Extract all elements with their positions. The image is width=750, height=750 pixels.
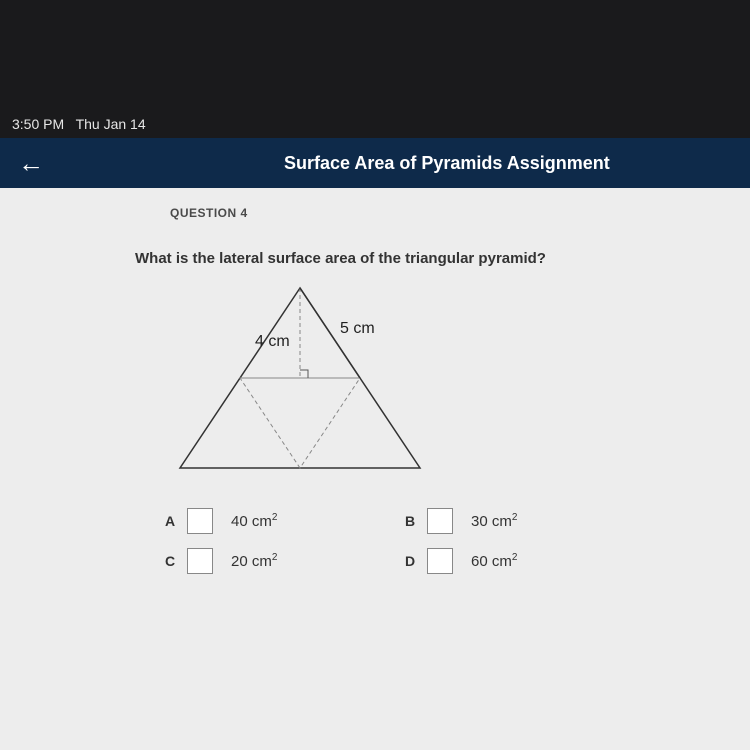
choice-letter-b: B (405, 513, 427, 529)
app-navbar: ← Surface Area of Pyramids Assignment (0, 138, 750, 188)
choice-letter-a: A (165, 513, 187, 529)
right-angle-marker (300, 370, 308, 378)
pyramid-diagram: 4 cm 5 cm (150, 278, 470, 488)
ipad-status-bar: 3:50 PM Thu Jan 14 (12, 116, 146, 132)
status-time: 3:50 PM (12, 116, 64, 132)
choice-b: B 30 cm2 (405, 508, 645, 534)
edge-label: 5 cm (340, 320, 375, 337)
answer-choices: A 40 cm2 B 30 cm2 C 20 cm2 D (165, 508, 645, 588)
checkbox-c[interactable] (187, 548, 213, 574)
choice-letter-d: D (405, 553, 427, 569)
inner-dashed-triangle (240, 378, 360, 468)
choice-text-b: 30 cm2 (471, 512, 517, 530)
question-number-label: QUESTION 4 (170, 206, 248, 220)
checkbox-a[interactable] (187, 508, 213, 534)
choice-d: D 60 cm2 (405, 548, 645, 574)
checkbox-d[interactable] (427, 548, 453, 574)
question-prompt: What is the lateral surface area of the … (135, 250, 546, 267)
status-date: Thu Jan 14 (76, 116, 146, 132)
choice-text-a: 40 cm2 (231, 512, 277, 530)
choice-a: A 40 cm2 (165, 508, 405, 534)
choice-row: A 40 cm2 B 30 cm2 (165, 508, 645, 534)
choice-text-c: 20 cm2 (231, 552, 277, 570)
device-backdrop: 3:50 PM Thu Jan 14 ← Surface Area of Pyr… (0, 0, 750, 750)
worksheet-page: QUESTION 4 What is the lateral surface a… (0, 188, 750, 750)
height-label: 4 cm (255, 333, 290, 350)
choice-c: C 20 cm2 (165, 548, 405, 574)
choice-text-d: 60 cm2 (471, 552, 517, 570)
choice-letter-c: C (165, 553, 187, 569)
checkbox-b[interactable] (427, 508, 453, 534)
choice-row: C 20 cm2 D 60 cm2 (165, 548, 645, 574)
back-arrow-icon[interactable]: ← (18, 150, 44, 176)
page-title: Surface Area of Pyramids Assignment (284, 153, 610, 174)
